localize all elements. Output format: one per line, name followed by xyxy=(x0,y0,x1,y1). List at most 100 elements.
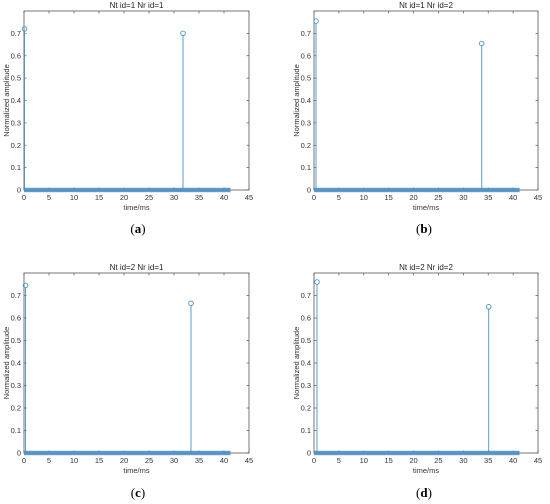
x-tick-label: 40 xyxy=(509,456,517,465)
x-tick-label: 5 xyxy=(47,456,51,465)
y-tick-label: 0 xyxy=(307,449,311,458)
x-tick-label: 30 xyxy=(459,456,467,465)
x-tick-label: 15 xyxy=(95,456,103,465)
subplot-d: 0 5 10 15 20 25 30 35 40 45 0 0.1 0.2 0.3 0.4 0.5 0.6 0.7… xyxy=(292,263,542,500)
plot-title: Nt id=2 Nr id=1 xyxy=(110,263,164,272)
y-tick-label: 0.7 xyxy=(11,291,21,300)
y-axis-label: Normalized amplitude xyxy=(2,64,11,137)
x-tick-label: 10 xyxy=(70,193,78,202)
y-tick-label: 0.6 xyxy=(11,314,21,323)
y-tick-label: 0.3 xyxy=(11,118,21,127)
x-tick-label: 10 xyxy=(360,193,368,202)
x-axis-label: time/ms xyxy=(413,203,440,212)
peak-marker-2 xyxy=(188,300,194,307)
x-tick-label: 40 xyxy=(509,193,517,202)
subplot-c: 0 5 10 15 20 25 30 35 40 45 0 0.1 0.2 0.3 0.4 0.5 0.6 0.7… xyxy=(2,263,253,500)
x-tick-label: 15 xyxy=(384,456,392,465)
y-tick-label: 0.4 xyxy=(11,359,21,368)
peak-marker-2 xyxy=(180,30,186,37)
x-tick-label: 40 xyxy=(220,193,228,202)
y-tick-label: 0.6 xyxy=(11,51,21,60)
x-tick-label: 30 xyxy=(170,193,178,202)
x-axis-label: time/ms xyxy=(413,466,440,475)
x-tick-label: 45 xyxy=(534,456,542,465)
peak-marker-1 xyxy=(22,282,29,289)
x-tick-label: 5 xyxy=(47,193,51,202)
x-tick-label: 35 xyxy=(195,193,203,202)
y-tick-label: 0.4 xyxy=(11,96,21,105)
zero-stem-markers xyxy=(314,187,520,193)
x-tick-label: 20 xyxy=(120,193,128,202)
y-tick-label: 0.5 xyxy=(301,74,311,83)
y-tick-label: 0.5 xyxy=(11,336,21,345)
peak-marker-1 xyxy=(314,279,320,285)
y-tick-label: 0.2 xyxy=(11,404,21,413)
plot-title: Nt id=2 Nr id=2 xyxy=(399,263,453,272)
caption-letter: a xyxy=(135,221,142,236)
caption-label: (a) xyxy=(130,221,145,236)
x-tick-label: 10 xyxy=(70,456,78,465)
x-tick-label: 35 xyxy=(484,193,492,202)
subplot-a: 0 5 10 15 20 25 30 35 40 45 0 0.1 0.2 0.3 0.4 0.5 0.6 0.7… xyxy=(2,1,253,236)
x-tick-label: 30 xyxy=(459,193,467,202)
y-tick-label: 0.1 xyxy=(301,426,311,435)
y-tick-label: 0.7 xyxy=(301,29,311,38)
x-tick-label: 10 xyxy=(360,456,368,465)
x-tick-label: 15 xyxy=(95,193,103,202)
y-tick-label: 0.6 xyxy=(301,51,311,60)
zero-stem-markers xyxy=(24,187,231,193)
y-tick-label: 0.7 xyxy=(301,291,311,300)
x-tick-label: 45 xyxy=(534,193,542,202)
y-axis-label: Normalized amplitude xyxy=(292,64,301,137)
y-tick-label: 0.5 xyxy=(301,336,311,345)
zero-stem-markers xyxy=(314,450,520,456)
y-tick-label: 0.3 xyxy=(301,118,311,127)
zero-stem-markers xyxy=(24,450,231,456)
y-tick-label: 0.1 xyxy=(11,163,21,172)
x-axis-label: time/ms xyxy=(123,203,150,212)
caption-label: (c) xyxy=(131,485,145,500)
y-tick-label: 0.5 xyxy=(11,74,21,83)
x-axis-label: time/ms xyxy=(123,466,150,475)
subplot-b: 0 5 10 15 20 25 30 35 40 45 0 0.1 0.2 0.3 0.4 0.5 0.6 0.7… xyxy=(292,1,542,236)
x-tick-label: 0 xyxy=(312,193,316,202)
y-tick-label: 0 xyxy=(17,186,21,195)
x-tick-label: 35 xyxy=(484,456,492,465)
caption-letter: c xyxy=(135,485,141,500)
y-axis-label: Normalized amplitude xyxy=(2,327,11,400)
x-tick-label: 0 xyxy=(22,456,26,465)
y-tick-label: 0.7 xyxy=(11,29,21,38)
y-tick-label: 0 xyxy=(307,186,311,195)
x-tick-label: 0 xyxy=(312,456,316,465)
x-tick-label: 45 xyxy=(245,456,253,465)
plot-title: Nt id=1 Nr id=2 xyxy=(399,1,453,10)
x-tick-label: 0 xyxy=(22,193,26,202)
peak-marker-2 xyxy=(479,40,485,47)
x-tick-label: 20 xyxy=(409,193,417,202)
x-tick-label: 25 xyxy=(145,193,153,202)
y-tick-label: 0.1 xyxy=(11,426,21,435)
plot-frame xyxy=(313,10,539,191)
x-tick-label: 25 xyxy=(434,193,442,202)
y-tick-label: 0.4 xyxy=(301,359,311,368)
plot-frame xyxy=(313,272,539,454)
x-tick-label: 35 xyxy=(195,456,203,465)
peak-marker-1 xyxy=(313,18,319,24)
x-tick-label: 25 xyxy=(434,456,442,465)
caption-letter: d xyxy=(420,485,428,500)
x-tick-label: 5 xyxy=(337,193,341,202)
y-axis-label: Normalized amplitude xyxy=(292,327,301,400)
x-tick-label: 20 xyxy=(409,456,417,465)
caption-label: (d) xyxy=(416,485,432,500)
y-tick-label: 0.3 xyxy=(301,381,311,390)
x-tick-label: 40 xyxy=(220,456,228,465)
y-tick-label: 0.1 xyxy=(301,163,311,172)
y-tick-label: 0 xyxy=(17,449,21,458)
plot-title: Nt id=1 Nr id=1 xyxy=(110,1,164,10)
x-tick-label: 15 xyxy=(384,193,392,202)
peak-marker-2 xyxy=(485,304,492,310)
y-tick-label: 0.3 xyxy=(11,381,21,390)
y-tick-label: 0.2 xyxy=(301,141,311,150)
y-tick-label: 0.4 xyxy=(301,96,311,105)
